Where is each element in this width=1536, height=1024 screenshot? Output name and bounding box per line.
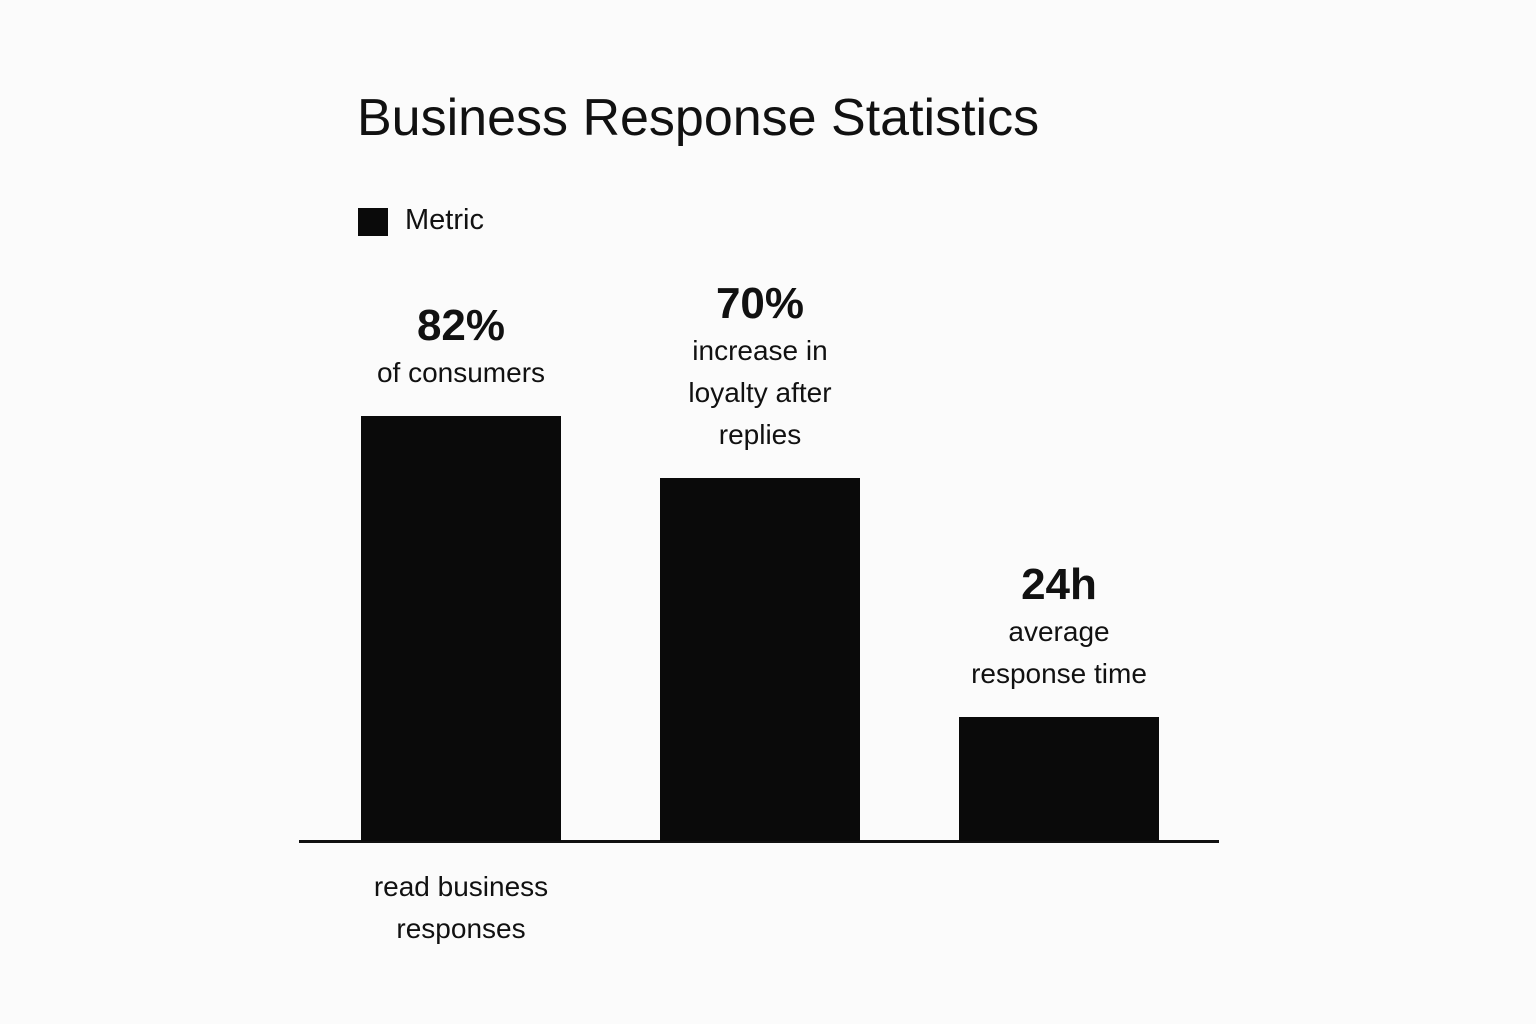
- annotation: increase in loyalty after replies: [688, 335, 832, 451]
- value-label: 70%: [715, 279, 805, 329]
- annotation: average response time: [971, 615, 1147, 689]
- bar: [959, 716, 1159, 841]
- legend-swatch: [358, 208, 388, 236]
- baseline: [299, 840, 1219, 843]
- value-label: 82%: [416, 301, 506, 350]
- bar: [660, 478, 860, 841]
- annotation: of consumers: [376, 357, 546, 388]
- value-label: 24h: [1021, 559, 1097, 609]
- bar-label-group: 24h average response time: [949, 559, 1169, 695]
- bar-label-group: 70% increase in loyalty after replies: [650, 278, 870, 456]
- chart-title: Business Response Statistics: [357, 89, 1040, 147]
- legend-label: Metric: [405, 204, 484, 236]
- x-tick-label: read business responses: [373, 871, 549, 944]
- bar: [361, 416, 561, 841]
- bar-label-group: 82% of consumers: [351, 300, 571, 394]
